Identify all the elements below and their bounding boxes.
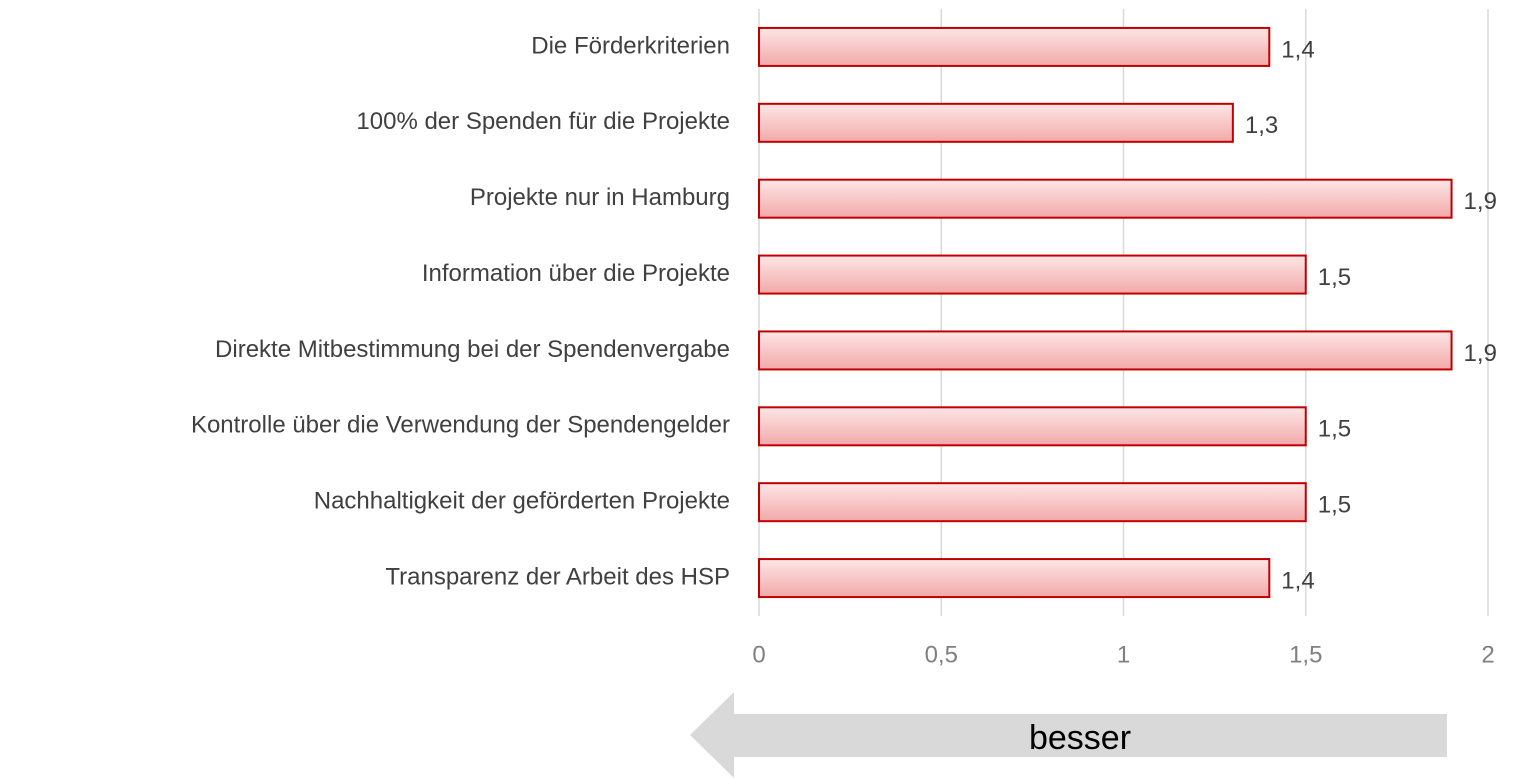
bar xyxy=(758,102,1234,143)
x-tick-label: 1 xyxy=(1117,641,1130,668)
y-tick-label: Kontrolle über die Verwendung der Spende… xyxy=(191,412,730,439)
y-tick-label: 100% der Spenden für die Projekte xyxy=(356,108,730,135)
y-tick-label: Nachhaltigkeit der geförderten Projekte xyxy=(314,488,730,515)
x-tick-label: 0 xyxy=(752,641,765,668)
value-label: 1,4 xyxy=(1281,567,1314,594)
value-label: 1,9 xyxy=(1464,188,1497,215)
y-tick-label: Direkte Mitbestimmung bei der Spendenver… xyxy=(215,336,730,363)
y-tick-label: Transparenz der Arbeit des HSP xyxy=(385,563,730,590)
value-label: 1,5 xyxy=(1318,416,1351,443)
arrow xyxy=(690,692,1447,778)
value-label: 1,5 xyxy=(1318,264,1351,291)
bar xyxy=(758,406,1307,447)
bar xyxy=(758,26,1271,67)
value-label: 1,3 xyxy=(1245,112,1278,139)
value-label: 1,4 xyxy=(1281,36,1314,63)
bar xyxy=(758,254,1307,295)
x-tick-label: 1,5 xyxy=(1289,641,1322,668)
value-label: 1,5 xyxy=(1318,492,1351,519)
y-tick-label: Projekte nur in Hamburg xyxy=(470,184,730,211)
bar xyxy=(758,558,1271,599)
x-tick-label: 2 xyxy=(1481,641,1494,668)
bar xyxy=(758,482,1307,523)
x-tick-label: 0,5 xyxy=(925,641,958,668)
bar xyxy=(758,330,1453,371)
y-tick-label: Information über die Projekte xyxy=(422,260,730,287)
y-tick-label: Die Förderkriterien xyxy=(531,32,730,59)
bar xyxy=(758,178,1453,219)
value-label: 1,9 xyxy=(1464,340,1497,367)
annotation: besser xyxy=(1029,719,1131,757)
